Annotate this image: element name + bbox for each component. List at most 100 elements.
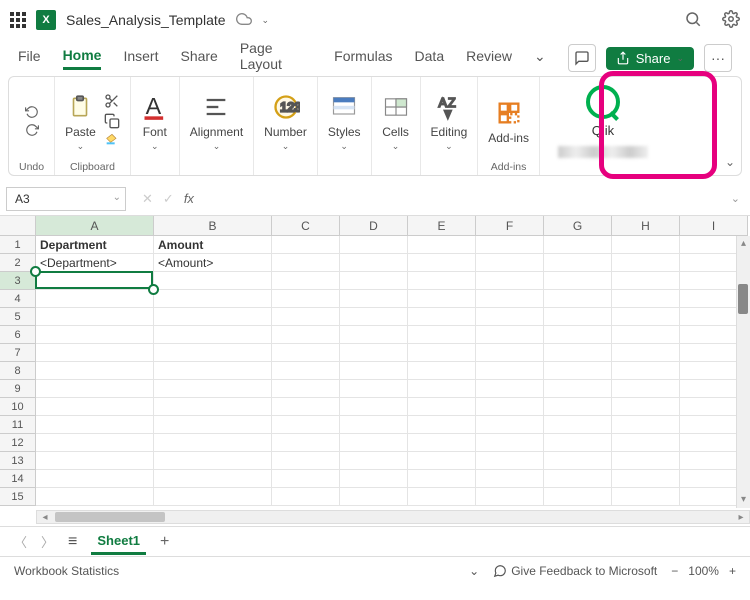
tab-data[interactable]: Data [415,48,445,68]
cell[interactable] [154,488,272,506]
cell[interactable] [612,254,680,272]
cell[interactable] [36,326,154,344]
name-box-dropdown-icon[interactable]: ⌄ [113,192,121,203]
cell[interactable] [36,398,154,416]
ribbon-expand-icon[interactable]: ⌄ [725,155,735,169]
cell[interactable] [272,434,340,452]
row-header[interactable]: 6 [0,326,36,344]
ribbon-more-button[interactable]: ··· [704,44,732,72]
row-header[interactable]: 12 [0,434,36,452]
cell[interactable] [154,380,272,398]
tab-share[interactable]: Share [180,48,217,68]
cell[interactable] [340,380,408,398]
cell[interactable] [340,272,408,290]
cell[interactable] [36,308,154,326]
cell[interactable] [544,488,612,506]
scroll-up-icon[interactable]: ▴ [737,236,750,252]
cell[interactable] [36,362,154,380]
add-sheet-button[interactable]: + [160,533,169,551]
cell[interactable] [340,362,408,380]
cell[interactable] [36,470,154,488]
cell[interactable] [408,452,476,470]
cell[interactable] [340,308,408,326]
cell[interactable] [408,290,476,308]
cell[interactable] [272,452,340,470]
formula-input[interactable] [204,187,721,211]
cell[interactable] [544,344,612,362]
row-header[interactable]: 10 [0,398,36,416]
cell[interactable] [544,254,612,272]
cell[interactable] [476,434,544,452]
cell[interactable] [154,344,272,362]
cell[interactable] [544,326,612,344]
tab-insert[interactable]: Insert [123,48,158,68]
cell[interactable] [612,398,680,416]
cell[interactable] [154,434,272,452]
cell[interactable]: Department [36,236,154,254]
cell[interactable] [272,416,340,434]
cell[interactable] [408,272,476,290]
cell[interactable] [476,326,544,344]
cell[interactable] [612,470,680,488]
cell[interactable] [408,488,476,506]
tab-home[interactable]: Home [63,47,102,70]
cell[interactable] [476,308,544,326]
tab-review[interactable]: Review [466,48,512,68]
cell[interactable] [408,380,476,398]
cell[interactable] [272,380,340,398]
zoom-in-button[interactable]: + [729,564,736,578]
cell[interactable] [154,398,272,416]
cell[interactable] [612,308,680,326]
cell[interactable] [476,362,544,380]
format-painter-icon[interactable] [104,133,120,149]
addins-button[interactable]: Add-ins [488,97,529,145]
styles-button[interactable]: Styles⌄ [328,91,361,152]
cell[interactable] [544,470,612,488]
cell[interactable] [340,236,408,254]
column-header[interactable]: B [154,216,272,236]
column-header[interactable]: G [544,216,612,236]
row-header[interactable]: 11 [0,416,36,434]
tab-page-layout[interactable]: Page Layout [240,40,312,76]
cell[interactable] [612,344,680,362]
column-header[interactable]: A [36,216,154,236]
cell[interactable] [544,416,612,434]
row-header[interactable]: 2 [0,254,36,272]
zoom-level[interactable]: 100% [688,564,719,578]
paste-button[interactable]: Paste ⌄ [65,91,96,152]
all-sheets-icon[interactable]: ≡ [68,533,77,551]
cell[interactable] [154,272,272,290]
row-header[interactable]: 14 [0,470,36,488]
cell[interactable] [36,416,154,434]
row-header[interactable]: 9 [0,380,36,398]
cell[interactable] [544,362,612,380]
cell[interactable] [272,236,340,254]
tab-file[interactable]: File [18,48,41,68]
saved-cloud-icon[interactable] [236,11,252,30]
cell[interactable] [408,344,476,362]
cell[interactable] [544,272,612,290]
cell[interactable] [476,380,544,398]
cell[interactable] [612,380,680,398]
cell[interactable] [612,488,680,506]
row-header[interactable]: 13 [0,452,36,470]
cell[interactable]: <Amount> [154,254,272,272]
cell[interactable] [272,290,340,308]
cell[interactable] [612,434,680,452]
row-header[interactable]: 4 [0,290,36,308]
ribbon-group-qlik[interactable]: Qlik [540,77,666,175]
cell[interactable] [408,398,476,416]
tab-overflow[interactable]: ⌄ [534,48,546,69]
settings-gear-icon[interactable] [722,10,740,31]
sheet-tab-active[interactable]: Sheet1 [91,529,146,555]
cell[interactable] [272,398,340,416]
column-header[interactable]: F [476,216,544,236]
cell[interactable] [36,290,154,308]
column-header[interactable]: I [680,216,748,236]
zoom-out-button[interactable]: − [671,564,678,578]
scroll-right-icon[interactable]: ▸ [733,512,749,523]
cell[interactable] [36,344,154,362]
display-settings-dropdown[interactable]: ⌄ [469,564,479,578]
column-header[interactable]: D [340,216,408,236]
cell[interactable] [476,272,544,290]
